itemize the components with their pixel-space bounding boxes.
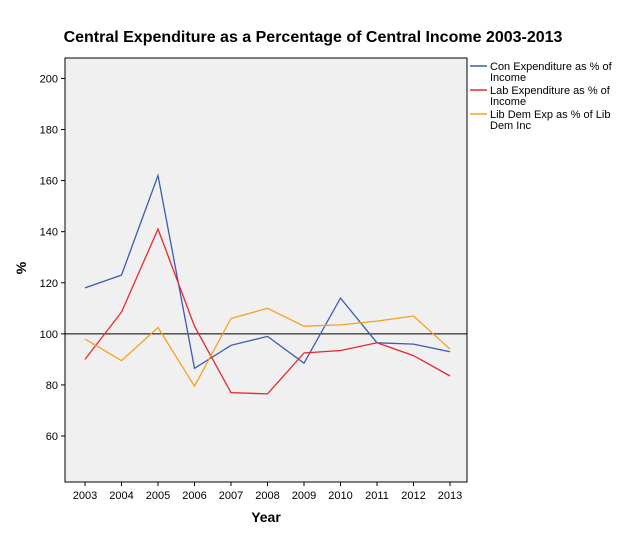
x-tick-label-2006: 2006 [182,490,206,502]
series-line-1 [84,227,451,395]
y-tick-label-80: 80 [46,380,58,392]
x-tick-label-2010: 2010 [328,490,352,502]
legend-label-2-0: Lib Dem Exp as % of Lib [490,109,610,121]
legend-label-1-0: Lab Expenditure as % of [490,85,611,97]
x-axis: 2003 2004 2005 2006 2007 2008 2009 2010 2011 2012… [73,482,462,502]
y-tick-label-60: 60 [46,431,58,443]
series-line-2 [84,307,451,388]
x-tick-label-2004: 2004 [109,490,133,502]
series-line-0 [84,173,451,370]
x-tick-label-2005: 2005 [146,490,170,502]
plot-area [64,57,468,483]
y-tick-label-160: 160 [40,176,58,188]
x-tick-label-2008: 2008 [255,490,279,502]
x-tick-label-2012: 2012 [401,490,425,502]
y-tick-label-180: 180 [40,125,58,137]
x-tick-label-2013: 2013 [438,490,462,502]
y-tick-label-120: 120 [40,278,58,290]
legend-label-0-0: Con Expenditure as % of [490,61,613,73]
chart-title: Central Expenditure as a Percentage of C… [64,29,563,46]
legend-label-0-1: Income [490,72,526,84]
series-layer [84,173,451,395]
x-tick-label-2011: 2011 [365,490,389,502]
y-axis-title: % [13,261,29,274]
x-tick-label-2009: 2009 [292,490,316,502]
y-tick-label-100: 100 [40,329,58,341]
legend-label-2-1: Dem Inc [490,120,531,132]
x-tick-label-2003: 2003 [73,490,97,502]
y-axis: 60 80 100 120 140 160 180 200 [40,73,65,443]
y-tick-label-140: 140 [40,227,58,239]
x-tick-label-2007: 2007 [219,490,243,502]
legend-label-1-1: Income [490,96,526,108]
x-axis-title: Year [251,509,281,525]
y-tick-label-200: 200 [40,73,58,85]
